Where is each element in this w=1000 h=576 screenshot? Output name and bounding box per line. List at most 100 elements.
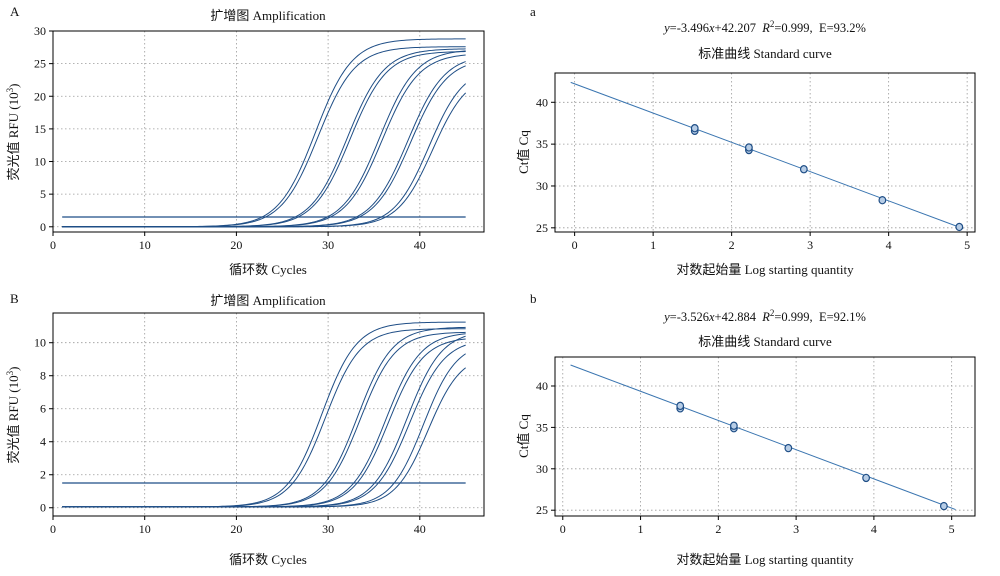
x-tick-label: 0 — [560, 522, 566, 536]
x-tick-label: 0 — [50, 238, 56, 252]
amplification-curve-10 — [62, 92, 467, 228]
equation-r-exp: 2 — [770, 19, 775, 29]
panel-letter: b — [530, 291, 537, 306]
axes-frame — [554, 356, 976, 517]
y-tick-label: 25 — [536, 503, 548, 517]
x-tick-label: 0 — [572, 238, 578, 252]
data-point-5 — [784, 443, 793, 453]
amplification-curve-9 — [62, 353, 466, 508]
y-tick-label: 2 — [40, 468, 46, 482]
x-tick-label: 2 — [715, 522, 721, 536]
x-tick-label: 20 — [230, 238, 242, 252]
plot-area — [570, 364, 956, 511]
x-tick-label: 40 — [414, 522, 426, 536]
y-tick-label: 10 — [34, 336, 46, 350]
amplification-curve-7 — [62, 61, 466, 228]
x-tick-label: 10 — [139, 238, 151, 252]
equation-r-exp: 2 — [770, 308, 775, 318]
equation-x: x — [708, 21, 715, 35]
data-point-6 — [878, 195, 887, 205]
x-tick-label: 10 — [139, 522, 151, 536]
chart-title: 标准曲线 Standard curve — [698, 46, 832, 61]
data-point-7 — [955, 222, 964, 232]
x-tick-label: 4 — [886, 238, 892, 252]
y-tick-label: 40 — [536, 379, 548, 393]
y-tick-label: 30 — [34, 24, 46, 38]
y-axis-label-close: ) — [6, 84, 21, 88]
equation-slope: =-3.496 — [670, 21, 709, 35]
x-tick-label: 20 — [230, 522, 242, 536]
regression-line — [570, 364, 956, 511]
equation-y: y — [662, 21, 670, 35]
x-axis-label: 对数起始量 Log starting quantity — [676, 262, 854, 277]
data-point-2 — [676, 401, 685, 411]
panel-b-standard-curve: b y=-3.526x+42.884 R2=0.999, E=92.1% 标准曲线 … — [516, 291, 976, 567]
equation-x: x — [708, 310, 715, 324]
y-axis-label: 荧光值 RFU (103) — [5, 367, 21, 464]
y-axis-label-text: Ct值 Cq — [516, 414, 531, 458]
y-tick-label: 10 — [34, 155, 46, 169]
y-tick-label: 5 — [40, 187, 46, 201]
plot-area — [62, 321, 466, 508]
x-tick-label: 4 — [871, 522, 877, 536]
x-tick-label: 1 — [650, 238, 656, 252]
x-tick-label: 3 — [807, 238, 813, 252]
axes-frame — [52, 30, 485, 233]
y-tick-label: 15 — [34, 122, 46, 136]
data-point-2 — [690, 124, 699, 133]
y-tick-label: 35 — [536, 137, 548, 151]
x-tick-label: 5 — [949, 522, 955, 536]
equation-r-value: =0.999, — [774, 310, 812, 324]
amplification-curve-1 — [62, 38, 466, 228]
amplification-curve-7 — [62, 335, 466, 508]
y-tick-label: 30 — [536, 462, 548, 476]
equation-r-value: =0.999, — [774, 21, 812, 35]
amplification-curve-10 — [62, 367, 466, 508]
y-axis-label: Ct值 Cq — [516, 414, 531, 458]
data-point-4 — [745, 143, 753, 152]
y-axis-label-text: Ct值 Cq — [516, 130, 531, 174]
data-point-4 — [729, 421, 738, 430]
chart-title: 扩增图 Amplification — [210, 293, 326, 308]
axes-frame — [52, 312, 485, 517]
x-tick-label: 2 — [729, 238, 735, 252]
x-axis-label: 对数起始量 Log starting quantity — [676, 552, 854, 567]
amplification-curve-3 — [62, 326, 466, 508]
y-tick-label: 35 — [536, 420, 548, 434]
plot-area — [570, 81, 964, 232]
y-tick-label: 0 — [40, 501, 46, 515]
x-tick-label: 1 — [638, 522, 644, 536]
regression-equation: y=-3.526x+42.884 R2=0.999, E=92.1% — [662, 308, 866, 324]
x-tick-label: 0 — [50, 522, 56, 536]
equation-efficiency: E=92.1% — [819, 310, 866, 324]
amplification-curve-1 — [62, 321, 466, 508]
x-axis-label: 循环数 Cycles — [229, 552, 307, 567]
y-axis-label-close: ) — [6, 367, 21, 371]
y-axis-label-exponent: 3 — [5, 87, 15, 92]
x-tick-label: 3 — [793, 522, 799, 536]
chart-title: 标准曲线 Standard curve — [698, 334, 832, 349]
y-axis-label-text: 荧光值 RFU (10 — [6, 92, 21, 180]
panel-letter: A — [10, 4, 20, 19]
y-axis-label-exponent: 3 — [5, 370, 15, 375]
x-tick-label: 30 — [322, 238, 334, 252]
y-axis-label: 荧光值 RFU (103) — [5, 84, 21, 181]
x-axis-label: 循环数 Cycles — [229, 262, 307, 277]
axes-frame — [554, 72, 976, 233]
y-tick-label: 25 — [34, 57, 46, 71]
y-tick-label: 20 — [34, 89, 46, 103]
equation-intercept: +42.207 — [715, 21, 756, 35]
panel-letter: a — [530, 4, 536, 19]
x-tick-label: 30 — [322, 522, 334, 536]
data-point-6 — [862, 473, 871, 483]
plot-area — [62, 38, 467, 228]
y-tick-label: 8 — [40, 369, 46, 383]
chart-title: 扩增图 Amplification — [210, 8, 326, 23]
y-axis-label-text: 荧光值 RFU (10 — [6, 375, 21, 463]
y-tick-label: 30 — [536, 179, 548, 193]
y-tick-label: 40 — [536, 95, 548, 109]
panel-b-amplification: B 扩增图 Amplification 0 10 20 30 40 0 2 4 6 8 10 循环数 Cy… — [5, 291, 485, 567]
equation-y: y — [662, 310, 670, 324]
x-tick-label: 5 — [964, 238, 970, 252]
